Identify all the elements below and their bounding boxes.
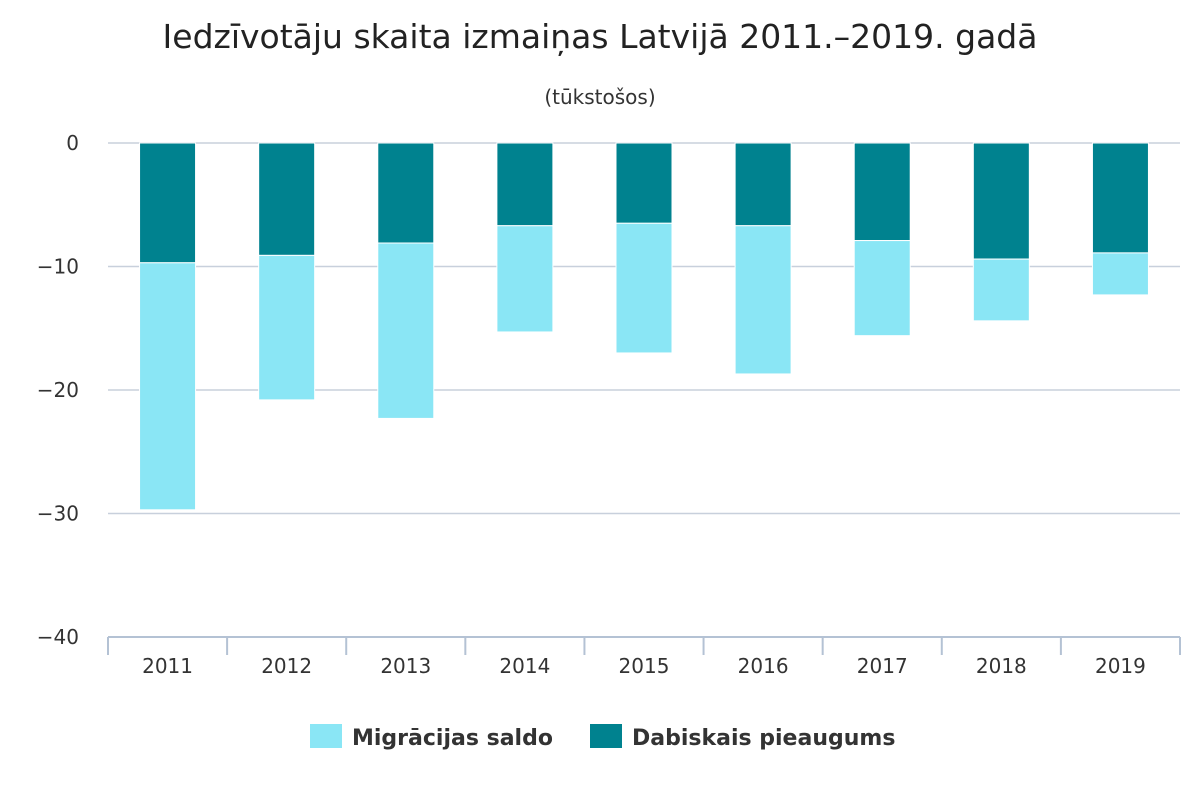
bar-dabiskais-pieaugums-2014[interactable] (496, 142, 554, 227)
bar-migracijas-saldo-2018[interactable] (972, 258, 1030, 322)
y-axis: 0 −10 −20 −30 −40 (37, 131, 79, 649)
x-tick-label: 2019 (1095, 654, 1146, 678)
x-tick-label: 2012 (261, 654, 312, 678)
legend-swatch-migracijas-saldo[interactable] (310, 724, 342, 748)
bar-dabiskais-pieaugums-2019[interactable] (1091, 142, 1149, 254)
bar-dabiskais-pieaugums-2016[interactable] (734, 142, 792, 227)
bar-migracijas-saldo-2015[interactable] (615, 222, 673, 354)
bar-dabiskais-pieaugums-2012[interactable] (258, 142, 316, 256)
y-tick-label: −30 (37, 502, 79, 526)
bar-migracijas-saldo-2011[interactable] (139, 262, 197, 511)
chart-subtitle: (tūkstošos) (544, 85, 655, 109)
bar-migracijas-saldo-2019[interactable] (1091, 252, 1149, 296)
x-tick-label: 2017 (857, 654, 908, 678)
bar-dabiskais-pieaugums-2015[interactable] (615, 142, 673, 224)
y-tick-label: 0 (66, 131, 79, 155)
bar-dabiskais-pieaugums-2013[interactable] (377, 142, 435, 244)
bars-layer (139, 142, 1149, 511)
y-tick-label: −40 (37, 625, 79, 649)
y-tick-label: −10 (37, 255, 79, 279)
bar-migracijas-saldo-2017[interactable] (853, 240, 911, 337)
legend-swatch-dabiskais-pieaugums[interactable] (590, 724, 622, 748)
bar-dabiskais-pieaugums-2011[interactable] (139, 142, 197, 264)
chart-title: Iedzīvotāju skaita izmaiņas Latvijā 2011… (163, 17, 1038, 56)
bar-migracijas-saldo-2014[interactable] (496, 225, 554, 333)
bar-migracijas-saldo-2012[interactable] (258, 254, 316, 401)
legend: Migrācijas saldo Dabiskais pieaugums (310, 724, 895, 751)
x-tick-label: 2013 (380, 654, 431, 678)
x-tick-label: 2014 (499, 654, 550, 678)
x-tick-label: 2011 (142, 654, 193, 678)
x-axis: 2011 2012 2013 2014 2015 2016 2017 2018 2019 (107, 636, 1181, 678)
x-tick-label: 2018 (976, 654, 1027, 678)
x-tick-label: 2015 (619, 654, 670, 678)
legend-label-migracijas-saldo[interactable]: Migrācijas saldo (352, 726, 553, 751)
bar-dabiskais-pieaugums-2018[interactable] (972, 142, 1030, 260)
bar-migracijas-saldo-2013[interactable] (377, 242, 435, 419)
x-tick-label: 2016 (738, 654, 789, 678)
bar-migracijas-saldo-2016[interactable] (734, 225, 792, 375)
bar-dabiskais-pieaugums-2017[interactable] (853, 142, 911, 242)
y-tick-label: −20 (37, 378, 79, 402)
legend-label-dabiskais-pieaugums[interactable]: Dabiskais pieaugums (632, 726, 895, 751)
